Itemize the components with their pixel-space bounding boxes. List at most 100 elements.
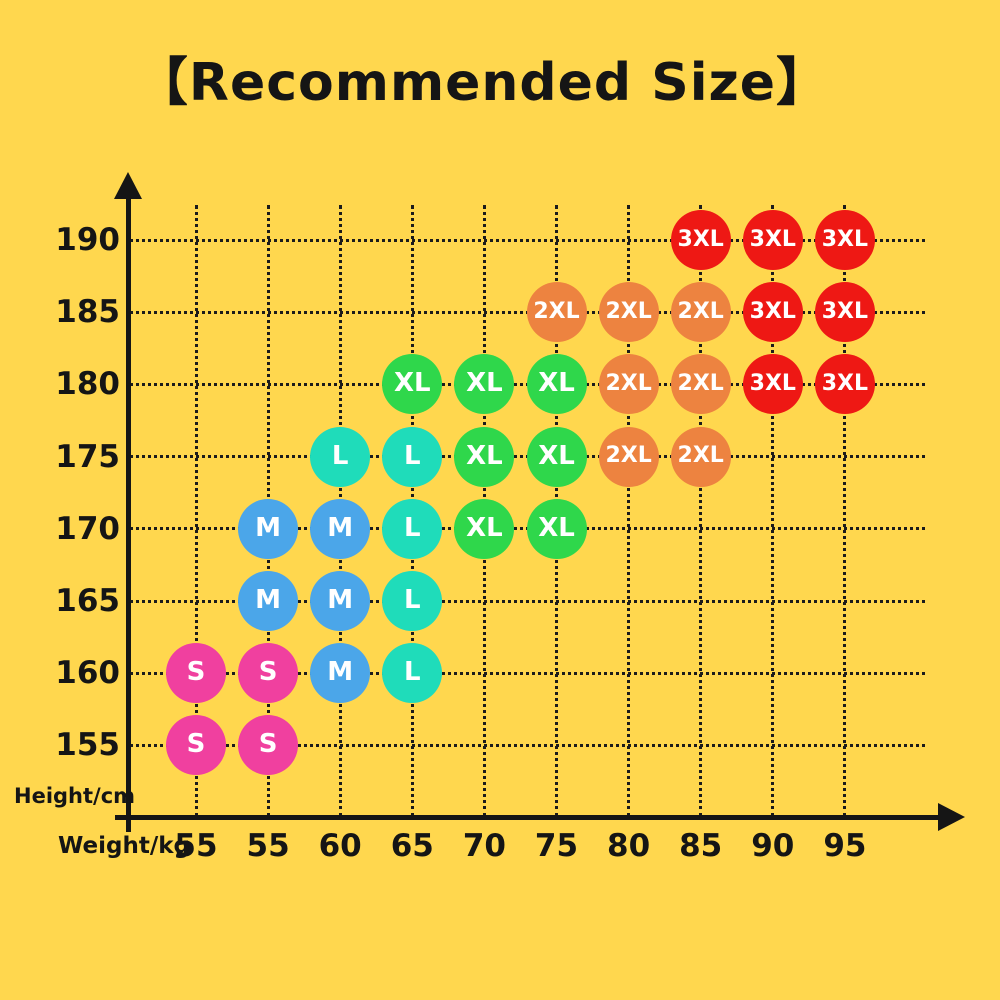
size-dot-label: S	[186, 657, 206, 688]
size-dot: 2XL	[526, 282, 587, 343]
size-dot-label: XL	[466, 512, 503, 543]
size-dot-label: 2XL	[605, 298, 652, 324]
size-dot-label: 3XL	[749, 370, 796, 396]
y-tick-label: 155	[55, 727, 120, 764]
size-dot: M	[238, 571, 299, 631]
size-dot-label: 3XL	[677, 226, 724, 252]
size-dot-label: XL	[538, 368, 575, 399]
size-dot-label: 2XL	[533, 298, 580, 324]
size-dot-label: 2XL	[677, 443, 724, 469]
size-dot-label: 3XL	[821, 298, 869, 324]
size-dot: 2XL	[598, 354, 659, 415]
size-dot: 3XL	[742, 210, 803, 270]
size-dot: XL	[454, 426, 515, 487]
size-dot: 3XL	[742, 354, 803, 415]
size-dot: XL	[526, 426, 587, 487]
size-dot: M	[310, 571, 371, 631]
size-dot: XL	[454, 498, 515, 559]
y-axis-line	[126, 190, 131, 832]
size-dot-label: S	[186, 729, 206, 760]
size-dot: L	[382, 643, 443, 704]
size-dot-label: L	[404, 657, 421, 688]
size-dot: M	[310, 643, 371, 704]
size-dot-label: 2XL	[677, 370, 724, 396]
size-dot: 3XL	[814, 210, 875, 270]
size-dot: 2XL	[598, 426, 659, 487]
x-tick-label: 80	[607, 828, 651, 864]
size-dot-label: M	[255, 512, 282, 543]
size-dot-label: L	[404, 585, 421, 615]
grid-line-vertical	[843, 205, 847, 817]
size-dot: M	[310, 498, 371, 559]
size-dot: L	[382, 426, 443, 487]
size-dot-label: M	[327, 585, 354, 615]
y-tick-label: 180	[55, 366, 120, 403]
size-dot: XL	[526, 354, 587, 415]
size-dot: XL	[526, 498, 587, 559]
size-dot-label: XL	[538, 512, 575, 543]
size-dot-label: 2XL	[605, 443, 652, 469]
y-tick-label: 185	[55, 294, 120, 331]
x-axis-arrowhead-icon	[938, 803, 965, 831]
size-dot-label: L	[404, 512, 421, 543]
size-dot-label: XL	[466, 440, 503, 471]
x-tick-label: 90	[751, 828, 795, 864]
grid-line-vertical	[194, 205, 198, 817]
size-dot: S	[166, 715, 226, 776]
size-dot-label: 3XL	[821, 226, 869, 252]
size-dot-label: 3XL	[749, 226, 796, 252]
grid-line-vertical	[771, 205, 775, 817]
size-dot-label: 3XL	[821, 370, 869, 396]
x-tick-label: 65	[390, 828, 434, 864]
size-dot-label: 2XL	[677, 298, 724, 324]
y-tick-label: 165	[55, 583, 120, 619]
size-dot: S	[238, 643, 299, 704]
size-dot-label: M	[327, 657, 354, 688]
size-dot-label: S	[258, 729, 278, 760]
y-tick-label: 190	[55, 222, 120, 258]
grid-line-vertical	[699, 205, 703, 817]
size-dot: M	[238, 498, 299, 559]
x-tick-label: 55	[174, 828, 218, 864]
size-dot: L	[310, 426, 371, 487]
size-dot: 3XL	[670, 210, 731, 270]
y-tick-label: 170	[55, 510, 120, 547]
size-dot: S	[238, 715, 299, 776]
chart-title: 【Recommended Size】	[135, 53, 830, 113]
x-tick-label: 70	[462, 828, 506, 864]
x-tick-label: 75	[534, 828, 579, 864]
size-dot-label: XL	[393, 368, 431, 399]
grid-line-horizontal	[130, 238, 925, 242]
size-dot: 2XL	[670, 282, 731, 343]
y-axis-label: Height/cm	[14, 784, 136, 808]
x-tick-label: 95	[823, 828, 867, 864]
x-axis-label: Weight/kg	[58, 833, 191, 859]
x-axis-line	[115, 815, 942, 820]
size-dot: XL	[382, 354, 443, 415]
x-tick-label: 85	[679, 828, 723, 864]
size-dot: 2XL	[598, 282, 659, 343]
size-dot-label: M	[255, 585, 282, 615]
y-tick-label: 175	[55, 438, 120, 475]
y-tick-label: 160	[55, 655, 120, 692]
size-dot-label: L	[331, 440, 349, 471]
grid-line-vertical	[627, 205, 631, 817]
size-dot-label: 3XL	[749, 298, 796, 324]
size-dot-label: S	[258, 657, 278, 688]
size-dot: 2XL	[670, 354, 731, 415]
grid-line-horizontal	[130, 743, 925, 747]
size-dot-label: L	[404, 440, 421, 471]
size-dot-label: M	[327, 512, 354, 543]
size-dot: L	[382, 498, 443, 559]
size-dot-label: 2XL	[605, 370, 652, 396]
size-dot: S	[166, 643, 226, 704]
size-dot-label: XL	[466, 368, 503, 399]
x-tick-label: 55	[246, 828, 290, 864]
size-dot: 3XL	[814, 282, 875, 343]
x-tick-label: 60	[318, 828, 362, 864]
size-dot: 2XL	[670, 426, 731, 487]
size-dot: 3XL	[742, 282, 803, 343]
grid-line-horizontal	[130, 599, 925, 603]
y-axis-arrowhead-icon	[114, 172, 142, 199]
